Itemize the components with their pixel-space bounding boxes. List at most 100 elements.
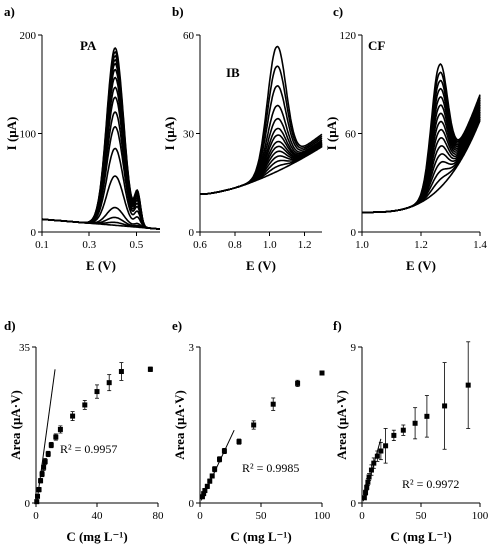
y-axis-label-f: Area (μA·V) bbox=[334, 390, 349, 460]
voltammogram-c-15 bbox=[362, 62, 481, 214]
panel-f: f) 0 50 100 0 9 C (mg L⁻¹) Area (μA·V) R² = 0.99… bbox=[333, 318, 489, 544]
voltammogram-a-8 bbox=[41, 96, 160, 230]
data-point bbox=[251, 422, 257, 428]
panel-e: e) 0 50 100 0 3 C (mg L⁻¹) Area (μA·V) R² = 0.99… bbox=[172, 318, 331, 544]
panel-title-c: CF bbox=[368, 38, 385, 53]
x-tick-label: 0 bbox=[359, 510, 365, 522]
data-point bbox=[53, 434, 59, 440]
data-point bbox=[412, 420, 418, 426]
data-point bbox=[217, 456, 223, 462]
y-tick-label: 0 bbox=[31, 227, 37, 239]
x-tick-label: 1.4 bbox=[473, 239, 487, 251]
panel-c: c) 1.0 1.2 1.4 0 60 120 E (V) I (μA) CF bbox=[324, 4, 487, 273]
data-point bbox=[442, 403, 448, 409]
y-tick-label: 0 bbox=[189, 227, 195, 239]
panel-d: d) 0 40 80 0 35 C (mg L⁻¹) Area (μA·V) R² = 0.99… bbox=[4, 318, 164, 544]
y-tick-label: 60 bbox=[183, 30, 195, 42]
x-axis-label-d: C (mg L⁻¹) bbox=[66, 529, 127, 544]
data-point bbox=[400, 427, 406, 433]
panel-label-b: b) bbox=[172, 4, 184, 19]
y-axis-label-a: I (μA) bbox=[4, 117, 19, 151]
data-point bbox=[371, 460, 377, 466]
data-point bbox=[378, 448, 384, 454]
y-axis-label-b: I (μA) bbox=[162, 117, 177, 151]
x-tick-label: 0.5 bbox=[130, 239, 144, 251]
x-axis-label-c: E (V) bbox=[406, 258, 436, 273]
y-axis-label-e: Area (μA·V) bbox=[172, 390, 187, 460]
panel-label-e: e) bbox=[172, 318, 182, 333]
data-point bbox=[319, 370, 325, 376]
data-point bbox=[295, 380, 301, 386]
data-point bbox=[36, 487, 42, 493]
panel-label-f: f) bbox=[333, 318, 342, 333]
data-point bbox=[374, 453, 380, 459]
panel-a: a) 0.1 0.3 0.5 0 100 200 E (V) I (μA) PA bbox=[4, 4, 160, 273]
x-tick-label: 50 bbox=[256, 510, 268, 522]
data-point bbox=[199, 494, 205, 500]
x-tick-label: 100 bbox=[314, 510, 331, 522]
x-tick-label: 50 bbox=[416, 510, 428, 522]
data-point bbox=[391, 432, 397, 438]
panel-title-b: IB bbox=[226, 65, 240, 80]
y-tick-label: 9 bbox=[351, 342, 357, 354]
x-tick-label: 0.6 bbox=[193, 239, 207, 251]
data-point bbox=[45, 451, 51, 457]
y-tick-label: 120 bbox=[340, 30, 357, 42]
x-tick-label: 0.1 bbox=[35, 239, 49, 251]
r-squared-e: R² = 0.9985 bbox=[242, 461, 299, 475]
panel-label-d: d) bbox=[4, 318, 16, 333]
y-tick-label: 100 bbox=[20, 129, 37, 141]
data-point bbox=[34, 499, 40, 505]
r-squared-d: R² = 0.9957 bbox=[60, 442, 117, 456]
data-point bbox=[365, 479, 371, 485]
data-point bbox=[363, 490, 369, 496]
data-point bbox=[70, 413, 76, 419]
data-point bbox=[57, 426, 63, 432]
data-point bbox=[207, 478, 213, 484]
x-tick-label: 0 bbox=[197, 510, 203, 522]
data-point bbox=[39, 471, 45, 477]
data-point bbox=[364, 484, 370, 490]
data-point bbox=[42, 459, 48, 465]
data-point bbox=[221, 448, 227, 454]
voltammogram-a-16 bbox=[41, 47, 160, 230]
data-point bbox=[106, 380, 112, 386]
y-tick-label: 3 bbox=[189, 342, 195, 354]
data-point bbox=[212, 466, 218, 472]
data-point bbox=[38, 478, 44, 484]
y-tick-label: 30 bbox=[183, 129, 195, 141]
x-tick-label: 100 bbox=[472, 510, 489, 522]
data-point bbox=[204, 483, 210, 489]
data-point bbox=[82, 402, 88, 408]
data-point bbox=[236, 439, 242, 445]
x-tick-label: 0.8 bbox=[228, 239, 242, 251]
y-tick-label: 0 bbox=[25, 498, 31, 510]
data-point bbox=[368, 467, 374, 473]
x-axis-label-e: C (mg L⁻¹) bbox=[230, 529, 291, 544]
panel-label-c: c) bbox=[333, 4, 343, 19]
data-point bbox=[383, 443, 389, 449]
y-tick-label: 0 bbox=[351, 227, 357, 239]
y-tick-label: 60 bbox=[345, 129, 357, 141]
x-tick-label: 1.0 bbox=[355, 239, 369, 251]
data-point bbox=[147, 366, 153, 372]
y-tick-label: 35 bbox=[19, 342, 31, 354]
x-tick-label: 1.2 bbox=[414, 239, 428, 251]
panel-label-a: a) bbox=[4, 4, 15, 19]
data-point bbox=[270, 401, 276, 407]
data-point bbox=[366, 474, 372, 480]
x-tick-label: 40 bbox=[92, 510, 104, 522]
x-axis-label-a: E (V) bbox=[86, 258, 116, 273]
panel-title-a: PA bbox=[80, 38, 97, 53]
x-tick-label: 1.0 bbox=[263, 239, 277, 251]
data-point bbox=[424, 413, 430, 419]
data-point bbox=[48, 442, 54, 448]
data-point bbox=[94, 389, 100, 395]
data-point bbox=[201, 491, 207, 497]
y-axis-label-c: I (μA) bbox=[324, 117, 339, 151]
panel-b: b) 0.6 0.8 1.0 1.2 0 30 60 E (V) I (μA) IB bbox=[162, 4, 323, 273]
y-axis-label-d: Area (μA·V) bbox=[8, 390, 23, 460]
data-point bbox=[361, 495, 367, 501]
x-tick-label: 0.3 bbox=[82, 239, 96, 251]
